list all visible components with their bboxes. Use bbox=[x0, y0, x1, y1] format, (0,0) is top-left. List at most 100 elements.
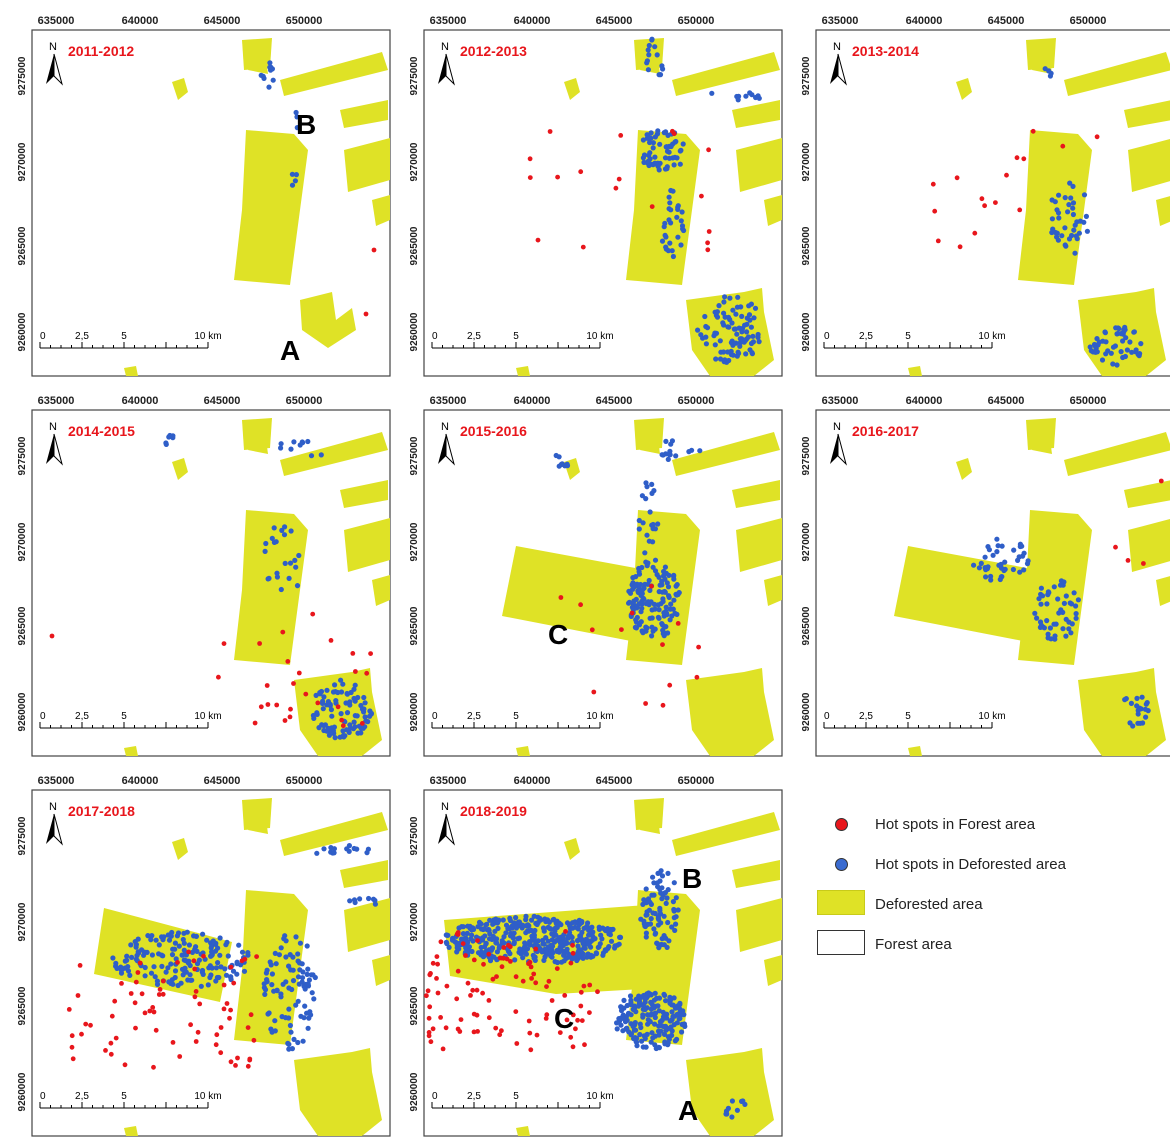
deforested-area bbox=[764, 575, 782, 606]
deforested-hotspot-dot bbox=[1049, 216, 1055, 222]
deforested-hotspot-dot bbox=[541, 941, 547, 947]
map-panel: N 2015-2016 635000 640000 645000 650000 927500… bbox=[409, 395, 783, 757]
forest-hotspot-dot bbox=[526, 1018, 532, 1024]
deforested-hotspot-dot bbox=[1139, 694, 1145, 700]
site-label: A bbox=[280, 335, 300, 366]
deforested-hotspot-dot bbox=[647, 509, 653, 515]
deforested-hotspot-dot bbox=[149, 933, 155, 939]
deforested-hotspot-dot bbox=[292, 557, 298, 563]
forest-hotspot-dot bbox=[471, 1029, 477, 1035]
deforested-hotspot-dot bbox=[656, 995, 663, 1001]
deforested-hotspot-dot bbox=[971, 562, 977, 568]
deforested-hotspot-dot bbox=[1070, 205, 1076, 211]
deforested-hotspot-dot bbox=[282, 524, 288, 530]
x-tick-label: 650000 bbox=[678, 775, 715, 787]
forest-hotspot-dot bbox=[142, 1010, 148, 1016]
deforested-hotspot-dot bbox=[1056, 215, 1062, 221]
north-arrow-icon: N bbox=[46, 421, 63, 466]
deforested-hotspot-dot bbox=[668, 1024, 674, 1030]
deforested-hotspot-dot bbox=[533, 941, 539, 947]
forest-hotspot-dot bbox=[543, 1016, 549, 1021]
deforested-hotspot-dot bbox=[640, 137, 646, 143]
deforested-hotspot-dot bbox=[660, 892, 666, 898]
forest-hotspot-dot bbox=[643, 701, 648, 706]
deforested-hotspot-dot bbox=[655, 602, 661, 608]
deforested-hotspot-dot bbox=[1063, 593, 1069, 599]
forest-hotspot-dot bbox=[75, 993, 81, 998]
deforested-hotspot-dot bbox=[523, 930, 529, 936]
deforested-hotspot-dot bbox=[198, 983, 204, 989]
deforested-hotspot-dot bbox=[142, 964, 148, 971]
deforested-hotspot-dot bbox=[579, 929, 585, 936]
forest-hotspot-dot bbox=[137, 960, 143, 966]
deforested-hotspot-dot bbox=[651, 926, 657, 932]
deforested-hotspot-dot bbox=[124, 957, 130, 963]
deforested-hotspot-dot bbox=[1129, 349, 1135, 355]
forest-hotspot-dot bbox=[156, 992, 162, 997]
deforested-hotspot-dot bbox=[292, 178, 298, 184]
forest-hotspot-dot bbox=[568, 960, 574, 966]
deforested-hotspot-dot bbox=[166, 434, 172, 440]
deforested-area bbox=[956, 78, 972, 100]
deforested-hotspot-dot bbox=[677, 1000, 683, 1006]
deforested-hotspot-dot bbox=[299, 979, 305, 985]
deforested-hotspot-dot bbox=[1051, 621, 1057, 627]
deforested-hotspot-dot bbox=[650, 628, 656, 634]
deforested-hotspot-dot bbox=[1061, 579, 1067, 585]
forest-hotspot-dot bbox=[193, 989, 199, 994]
forest-hotspot-dot bbox=[587, 982, 593, 988]
deforested-hotspot-dot bbox=[660, 596, 666, 602]
deforested-hotspot-dot bbox=[670, 899, 676, 905]
forest-hotspot-dot bbox=[407, 1028, 412, 1033]
map-content bbox=[908, 38, 1170, 376]
scale-label: 2,5 bbox=[467, 1091, 481, 1102]
forest-hotspot-dot bbox=[699, 193, 704, 199]
y-tick-label: 9270000 bbox=[409, 902, 420, 941]
deforested-hotspot-dot bbox=[735, 294, 741, 300]
deforested-hotspot-dot bbox=[286, 985, 292, 991]
forest-hotspot-dot bbox=[77, 963, 83, 968]
deforested-hotspot-dot bbox=[1136, 353, 1142, 359]
deforested-hotspot-dot bbox=[554, 948, 560, 955]
deforested-hotspot-dot bbox=[346, 729, 352, 735]
deforested-hotspot-dot bbox=[199, 967, 206, 974]
deforested-hotspot-dot bbox=[673, 914, 679, 920]
deforested-hotspot-dot bbox=[1052, 633, 1058, 639]
deforested-hotspot-dot bbox=[994, 549, 1000, 555]
deforested-hotspot-dot bbox=[749, 92, 755, 98]
deforested-hotspot-dot bbox=[644, 912, 650, 918]
deforested-hotspot-dot bbox=[1024, 561, 1031, 567]
y-tick-label: 9275000 bbox=[409, 56, 420, 95]
x-tick-label: 640000 bbox=[906, 395, 943, 407]
scale-bar: 0 2,5 5 10 km bbox=[39, 1091, 222, 1109]
forest-hotspot-dot bbox=[280, 629, 286, 635]
deforested-hotspot-dot bbox=[669, 248, 675, 254]
deforested-hotspot-dot bbox=[537, 915, 543, 921]
deforested-hotspot-dot bbox=[643, 1044, 649, 1050]
deforested-hotspot-dot bbox=[318, 452, 324, 458]
deforested-hotspot-dot bbox=[124, 953, 130, 959]
forest-hotspot-dot bbox=[69, 1033, 75, 1039]
forest-hotspot-dot bbox=[490, 976, 496, 982]
scale-label: 10 km bbox=[586, 1091, 613, 1102]
forest-hotspot-dot bbox=[227, 1015, 232, 1021]
deforested-hotspot-dot bbox=[282, 560, 288, 566]
deforested-hotspot-dot bbox=[602, 947, 608, 953]
deforested-hotspot-dot bbox=[656, 167, 662, 173]
y-tick-label: 9260000 bbox=[409, 312, 420, 351]
deforested-hotspot-dot bbox=[213, 978, 219, 984]
map-panel: N 2014-2015 635000 640000 645000 650000 927500… bbox=[17, 395, 391, 757]
deforested-hotspot-dot bbox=[735, 349, 741, 355]
deforested-hotspot-dot bbox=[469, 932, 475, 938]
deforested-hotspot-dot bbox=[512, 957, 518, 963]
forest-hotspot-dot bbox=[558, 595, 564, 600]
forest-hotspot-dot bbox=[460, 941, 466, 946]
blue-dot-icon bbox=[835, 858, 848, 871]
forest-hotspot-dot bbox=[221, 641, 227, 646]
forest-hotspot-dot bbox=[353, 669, 358, 674]
scale-label: 5 bbox=[121, 331, 127, 342]
deforested-hotspot-dot bbox=[734, 331, 740, 337]
deforested-hotspot-dot bbox=[357, 896, 363, 902]
deforested-hotspot-dot bbox=[154, 978, 160, 984]
deforested-hotspot-dot bbox=[650, 874, 656, 880]
